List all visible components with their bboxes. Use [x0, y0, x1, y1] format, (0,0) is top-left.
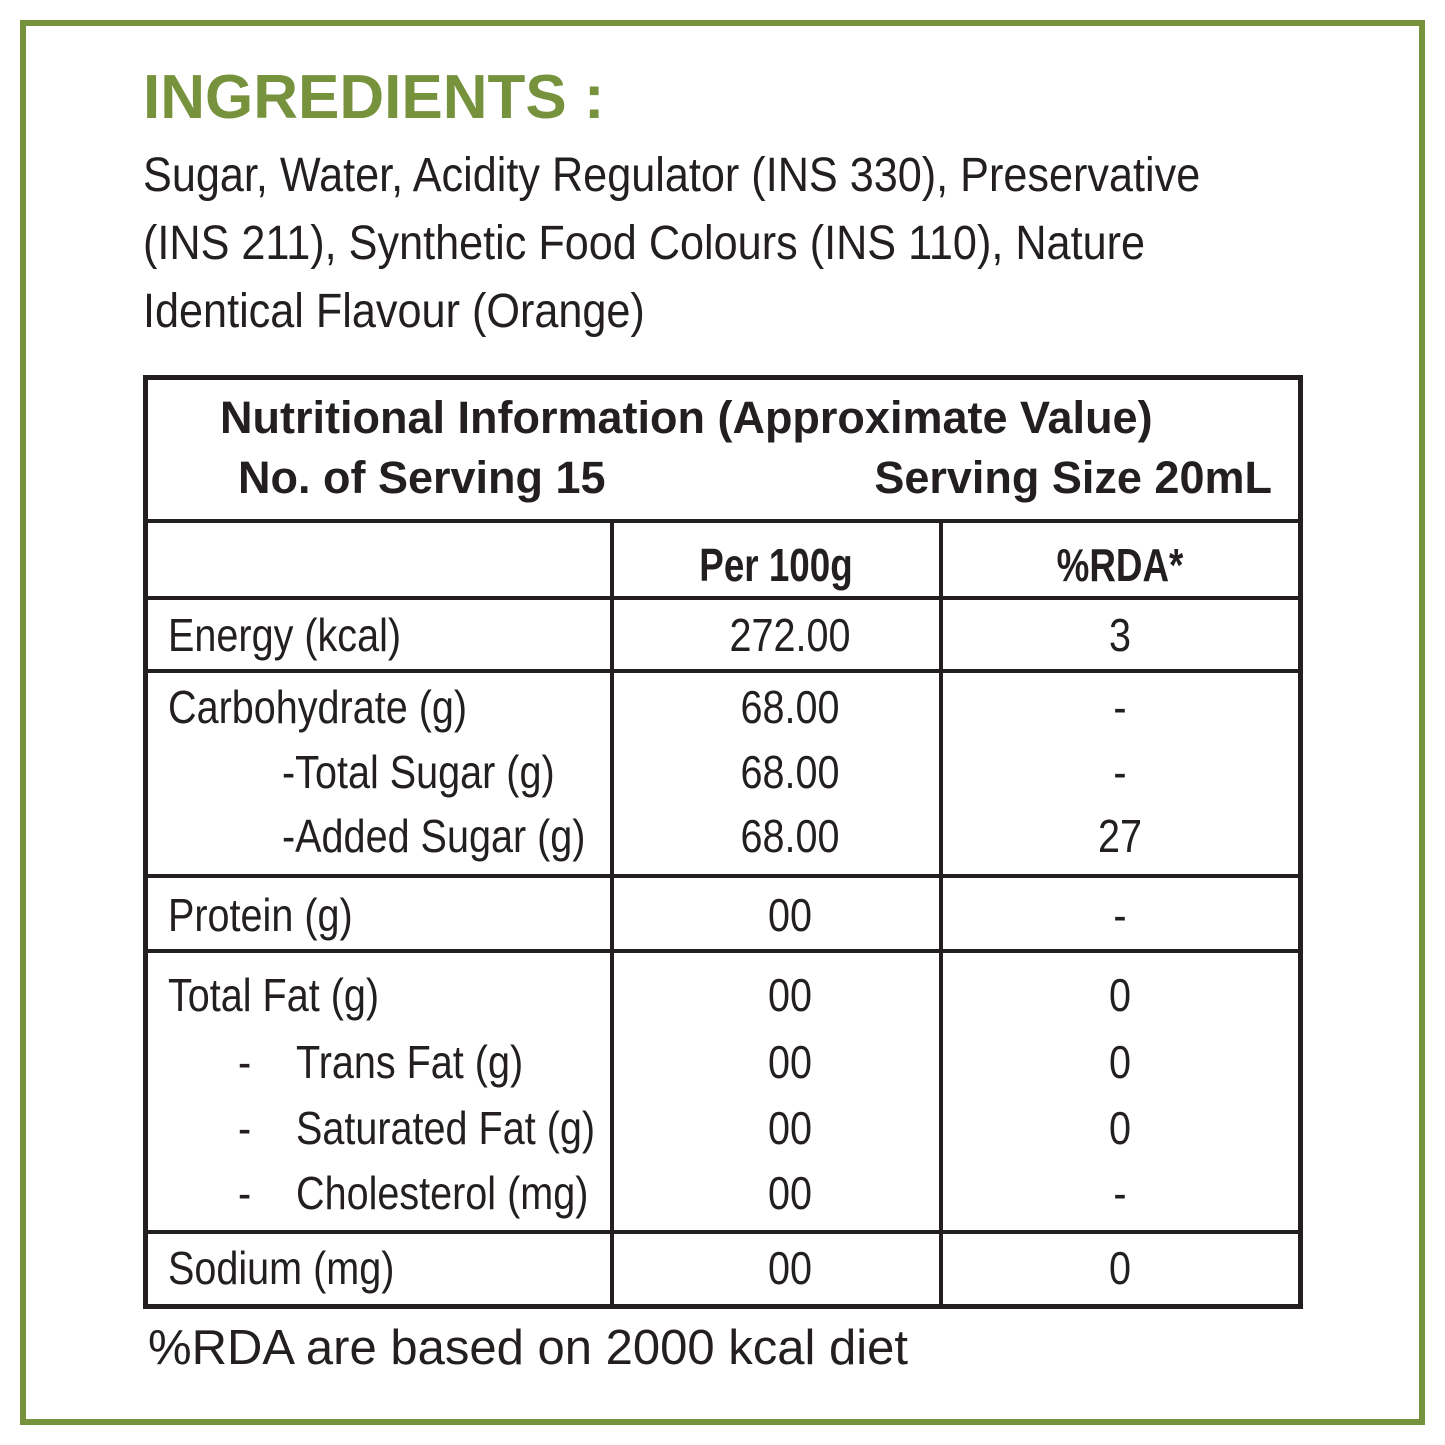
ingredients-line: (INS 211), Synthetic Food Colours (INS 1… — [143, 217, 1146, 270]
row-rda: 0 — [1108, 1242, 1132, 1294]
row-value: 272.00 — [729, 609, 851, 661]
row-rda: - — [1113, 681, 1127, 733]
row-value: 00 — [767, 889, 813, 941]
servings: No. of Serving 15 — [238, 452, 606, 503]
row-rda: 0 — [1108, 1102, 1132, 1154]
serving-size: Serving Size 20mL — [874, 452, 1272, 503]
row-rda: - — [1113, 1167, 1127, 1219]
row-line — [143, 669, 1303, 673]
row-label: Trans Fat (g) — [296, 1036, 524, 1088]
row-value: 00 — [767, 1102, 813, 1154]
row-line — [143, 949, 1303, 953]
column-header: %RDA* — [1056, 539, 1184, 591]
column-line — [939, 519, 943, 1309]
frame — [20, 20, 1425, 1425]
row-line — [143, 874, 1303, 878]
row-value: 00 — [767, 1167, 813, 1219]
ingredients-line: Identical Flavour (Orange) — [143, 285, 645, 338]
row-line — [143, 596, 1303, 600]
row-rda: 0 — [1108, 1036, 1132, 1088]
row-value: 68.00 — [740, 681, 840, 733]
ingredients-title: INGREDIENTS : — [143, 63, 605, 132]
row-rda: 3 — [1108, 609, 1132, 661]
row-value: 00 — [767, 1036, 813, 1088]
row-prefix: - — [238, 1102, 252, 1154]
row-label: Total Fat (g) — [168, 969, 380, 1021]
row-rda: 27 — [1097, 810, 1143, 862]
row-label: Carbohydrate (g) — [168, 681, 468, 733]
row-line — [143, 519, 1303, 523]
row-label: Cholesterol (mg) — [296, 1167, 589, 1219]
row-label: Sodium (mg) — [168, 1242, 395, 1294]
row-value: 00 — [767, 969, 813, 1021]
footnote: %RDA are based on 2000 kcal diet — [148, 1321, 908, 1375]
column-header: Per 100g — [699, 539, 853, 591]
row-rda: - — [1113, 889, 1127, 941]
row-label: Protein (g) — [168, 889, 353, 941]
row-prefix: - — [238, 1167, 252, 1219]
table-frame — [143, 375, 1303, 1309]
row-value: 68.00 — [740, 746, 840, 798]
row-value: 00 — [767, 1242, 813, 1294]
row-label: Energy (kcal) — [168, 609, 402, 661]
row-line — [143, 1230, 1303, 1234]
row-label: Saturated Fat (g) — [296, 1102, 596, 1154]
row-rda: 0 — [1108, 969, 1132, 1021]
row-label: -Total Sugar (g) — [282, 746, 555, 798]
row-label: -Added Sugar (g) — [282, 810, 586, 862]
row-rda: - — [1113, 746, 1127, 798]
ingredients-line: Sugar, Water, Acidity Regulator (INS 330… — [143, 149, 1201, 202]
row-prefix: - — [238, 1036, 252, 1088]
column-line — [610, 519, 614, 1309]
row-value: 68.00 — [740, 810, 840, 862]
table-title: Nutritional Information (Approximate Val… — [220, 392, 1153, 443]
